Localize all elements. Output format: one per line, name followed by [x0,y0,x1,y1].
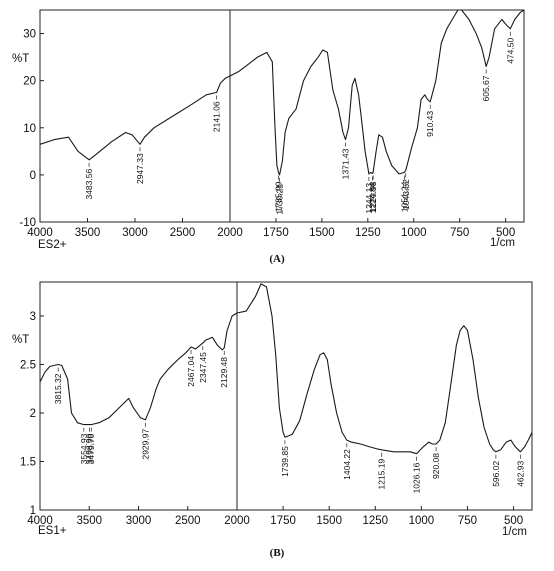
chart-b-peak-label: 3479.70 [86,433,96,464]
chart-b-x-tick-label: 3500 [76,515,102,527]
chart-a-x-tick-label: 1500 [309,227,335,239]
chart-b-y-tick-label: 2 [30,408,36,420]
chart-a-peak-label: 1220.98 [368,181,378,212]
chart-b-x-tick-label: 750 [458,515,477,527]
chart-a-x-tick-label: 750 [450,227,469,239]
chart-a-x-tick-label: 2500 [170,227,196,239]
chart-a-panel-label: (A) [269,253,285,265]
chart-a-peak-label: 1224.84 [367,182,377,213]
ftir-chart-b: %T ES1+ 1/cm (B) 4000 3500 3000 2500 2000 175… [12,281,533,559]
chart-b-x-tick-label: 1000 [409,515,435,527]
chart-b-x-tick-label: 500 [504,515,523,527]
chart-a-x-tick-label: 2000 [217,227,243,239]
chart-b-peak-label: 3815.32 [53,373,63,404]
chart-a-peak-label: 910.43 [425,111,435,137]
chart-b-peak-label: 2929.97 [140,429,150,460]
chart-b-transmittance-line [39,283,533,455]
chart-a-peak-label: 1730.21 [275,184,285,215]
chart-a-y-unit: %T [12,53,29,65]
chart-a-x-tick-label: 1750 [263,227,289,239]
chart-a-y-tick-label: -10 [19,217,36,229]
chart-b-x-tick-label: 2500 [175,515,201,527]
chart-a-x-tick-label: 500 [496,227,515,239]
chart-a-peak-label: 474.50 [505,38,515,64]
chart-a-x-tick-label: 1250 [355,227,381,239]
chart-a-peak-label: 605.67 [481,75,491,101]
chart-a-y-tick-label: 10 [23,123,36,135]
chart-a-x-tick-label: 3000 [122,227,148,239]
chart-b-x-tick-label: 1250 [362,515,388,527]
chart-b-peak-label: 2129.48 [219,357,229,388]
chart-b-y-tick-label: 3 [30,311,36,323]
chart-b-panel-label: (B) [270,547,285,559]
chart-a-peak-label: 2947.33 [135,153,145,184]
chart-a-transmittance-line [39,9,525,176]
chart-b-peak-label: 920.08 [431,453,441,479]
chart-b-peak-label: 3498.99 [84,433,94,464]
chart-b-peak-label: 1026.16 [412,462,422,493]
chart-b-sample-label: ES1+ [38,525,67,537]
chart-a-plot-frame [39,9,525,223]
chart-a-x-tick-label: 4000 [27,227,53,239]
chart-b-peak-label: 2467.04 [186,356,196,387]
chart-b-y-tick-label: 1 [30,505,36,517]
chart-b-y-tick-label: 1.5 [20,456,36,468]
chart-a-peak-label: 1244.13 [364,183,374,214]
chart-a-peak-label: 1371.43 [341,148,351,179]
chart-a-peak-label: 1735.99 [274,181,284,212]
chart-a-peak-label: 2141.06 [212,101,222,132]
chart-b-y-unit: %T [12,334,29,346]
chart-a-peak-label: 1051.24 [399,181,409,212]
chart-b-x-tick-label: 3000 [126,515,152,527]
chart-b-x-tick-label: 1500 [316,515,342,527]
chart-b-peak-label: 462.93 [515,461,525,487]
chart-b-x-tick-label: 1750 [270,515,296,527]
chart-b-y-tick-label: 2.5 [20,359,36,371]
chart-b-peak-label: 1215.19 [377,459,387,490]
chart-a-y-tick-label: 30 [23,29,36,41]
chart-b-peak-label: 1739.85 [280,446,290,477]
chart-b-x-tick-label: 2000 [224,515,250,527]
chart-b-peak-label: 2347.45 [198,352,208,383]
chart-a-sample-label: ES2+ [38,239,67,251]
chart-b-peak-label: 3554.93 [79,433,89,464]
chart-a-y-tick-label: 20 [23,76,36,88]
chart-b-x-tick-label: 4000 [27,515,53,527]
chart-a-peak-label: 3483.56 [84,169,94,200]
chart-a-x-tick-label: 1000 [401,227,427,239]
chart-b-peak-label: 596.02 [491,461,501,487]
chart-a-x-tick-label: 3500 [75,227,101,239]
chart-a-peak-label: 1043.52 [401,179,411,210]
chart-a-y-tick-label: 0 [30,170,36,182]
chart-a-x-unit: 1/cm [490,237,515,249]
chart-b-peak-label: 1404.22 [342,449,352,480]
ftir-chart-a: %T ES2+ 1/cm (A) 4000 3500 3000 2500 2000 175… [12,9,525,265]
chart-b-x-unit: 1/cm [502,526,527,538]
chart-b-plot-frame [39,281,533,511]
